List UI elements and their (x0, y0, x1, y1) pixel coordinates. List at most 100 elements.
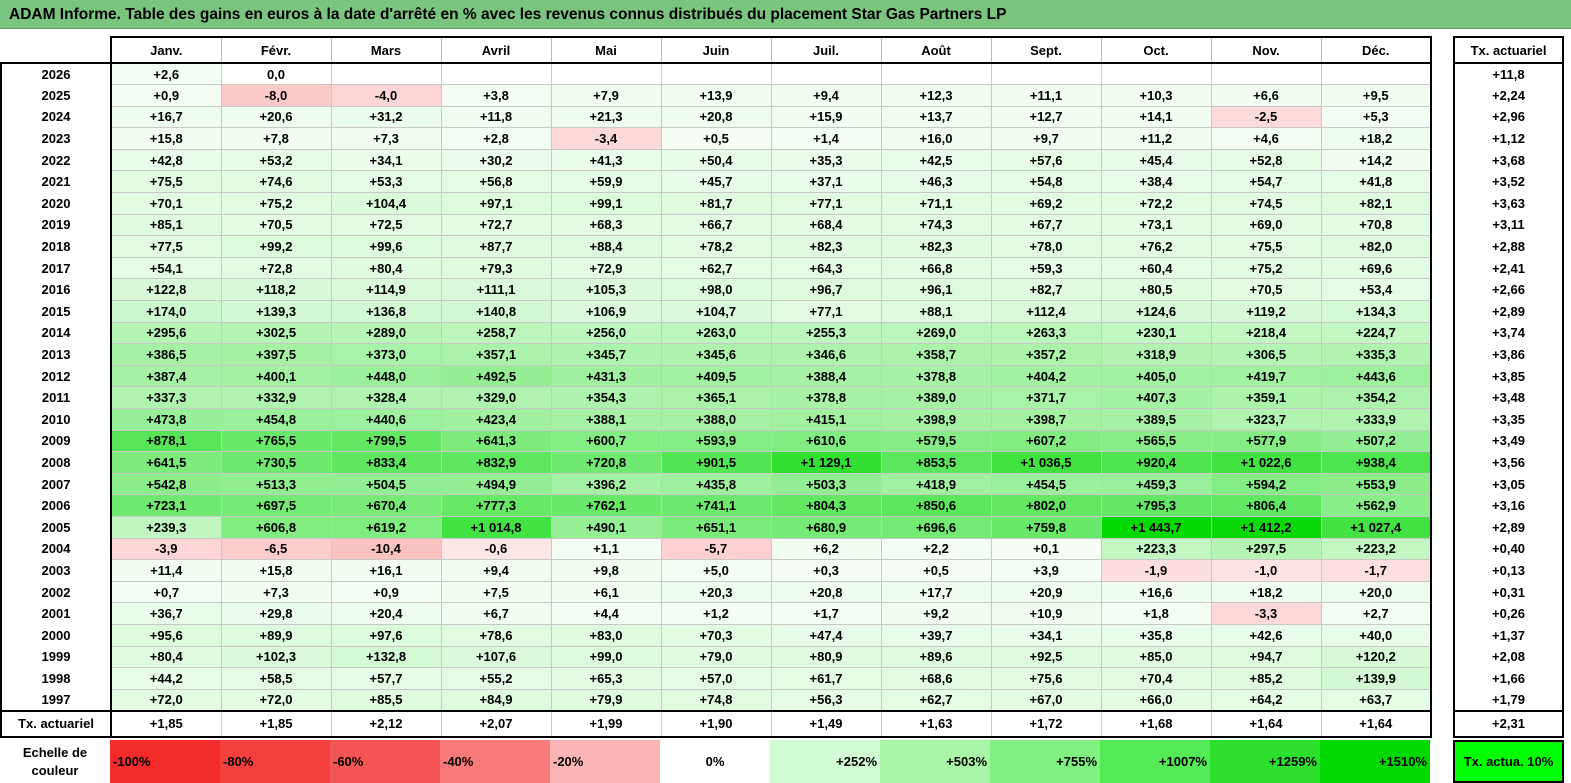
actuarial-rate-cell: +3,74 (1453, 322, 1564, 344)
actuarial-rate-cell: +3,11 (1453, 214, 1564, 236)
return-cell: +65,3 (550, 667, 662, 690)
summary-rate-cell: +1,63 (880, 709, 992, 738)
year-row: 2001 +36,7 +29,8 +20,4 +6,7 +4,4 +1,2 +1,7 +9,2 +… (0, 602, 1432, 625)
return-cell: +594,2 (1210, 472, 1322, 496)
return-cell: +77,1 (770, 192, 882, 215)
return-cell: +1 014,8 (440, 515, 552, 539)
year-row: 2020 +70,1 +75,2 +104,4 +97,1 +99,1 +81,7 +77,1… (0, 192, 1432, 215)
return-cell: +1 022,6 (1210, 451, 1322, 474)
return-cell: +139,3 (220, 300, 332, 323)
return-cell: +78,6 (440, 623, 552, 647)
return-cell: +2,6 (110, 62, 222, 86)
actuarial-rate-row: +2,08 (1453, 646, 1564, 668)
return-cell: +386,5 (110, 343, 222, 366)
return-cell: +68,4 (770, 213, 882, 237)
month-header: Août (880, 36, 991, 64)
year-label: 2002 (0, 581, 112, 603)
return-cell: +2,2 (880, 537, 992, 561)
return-cell: +104,7 (660, 300, 772, 323)
return-cell: +79,0 (660, 645, 772, 669)
month-header: Juin (660, 36, 771, 64)
return-cell: +15,8 (110, 127, 222, 150)
year-row: 2015 +174,0 +139,3 +136,8 +140,8 +106,9 +104,7… (0, 300, 1432, 323)
return-cell: +553,9 (1320, 472, 1432, 496)
return-cell: +59,9 (550, 170, 662, 194)
actuarial-rate-cell: +3,86 (1453, 343, 1564, 366)
return-cell: +3,9 (990, 559, 1102, 582)
return-cell: +289,0 (330, 321, 442, 345)
return-cell: +396,2 (550, 472, 662, 496)
return-cell: +18,2 (1210, 580, 1322, 604)
return-cell: +454,8 (220, 408, 332, 431)
return-cell: +69,6 (1320, 256, 1432, 280)
return-cell: -10,4 (330, 537, 442, 561)
return-cell: +75,5 (110, 170, 222, 194)
actuarial-rate-cell: +3,63 (1453, 192, 1564, 215)
actuarial-rate-cell: +3,05 (1453, 473, 1564, 495)
actuarial-rate-row: +3,74 (1453, 322, 1564, 344)
actuarial-rate-row: +2,89 (1453, 516, 1564, 539)
return-cell: +11,8 (440, 105, 552, 129)
return-cell: +97,6 (330, 623, 442, 647)
return-cell: +4,6 (1210, 127, 1322, 150)
return-cell: +58,5 (220, 667, 332, 690)
color-scale-swatch: -20% (550, 740, 660, 783)
year-row: 2003 +11,4 +15,8 +16,1 +9,4 +9,8 +5,0 +0,3 +0,5 +… (0, 559, 1432, 582)
return-cell: +9,4 (440, 559, 552, 582)
return-cell: +12,7 (990, 105, 1102, 129)
return-cell: +67,0 (990, 688, 1102, 712)
return-cell: +54,1 (110, 256, 222, 280)
actuarial-rate-cell: +0,40 (1453, 538, 1564, 560)
return-cell: +878,1 (110, 429, 222, 453)
return-cell: +20,4 (330, 602, 442, 625)
return-cell: +263,0 (660, 321, 772, 345)
actuarial-rate-row: +3,63 (1453, 192, 1564, 215)
return-cell: +832,9 (440, 451, 552, 474)
return-cell: +295,6 (110, 321, 222, 345)
return-cell: +72,0 (110, 688, 222, 712)
return-cell: +63,7 (1320, 688, 1432, 712)
return-cell: +378,8 (880, 364, 992, 388)
actuarial-rate-cell: +1,79 (1453, 689, 1564, 711)
return-cell: +297,5 (1210, 537, 1322, 561)
actuarial-rate-row: +1,12 (1453, 127, 1564, 150)
return-cell: +96,1 (880, 278, 992, 302)
return-cell: +9,7 (990, 127, 1102, 150)
return-cell (880, 62, 992, 86)
return-cell: +132,8 (330, 645, 442, 669)
actuarial-rate-row: +3,35 (1453, 408, 1564, 431)
return-cell: +71,1 (880, 192, 992, 215)
return-cell: +542,8 (110, 472, 222, 496)
return-cell: +562,9 (1320, 494, 1432, 517)
return-cell: +74,3 (880, 213, 992, 237)
actuarial-rate-row: +1,66 (1453, 667, 1564, 690)
return-cell: +593,9 (660, 429, 772, 453)
return-cell: +66,0 (1100, 688, 1212, 712)
return-cell: +64,2 (1210, 688, 1322, 712)
actuarial-rate-cell: +3,49 (1453, 430, 1564, 452)
return-cell: +269,0 (880, 321, 992, 345)
return-cell: +0,9 (330, 580, 442, 604)
return-cell: +112,4 (990, 300, 1102, 323)
actuarial-rate-row: +3,11 (1453, 214, 1564, 236)
return-cell: +114,9 (330, 278, 442, 302)
return-cell: +606,8 (220, 515, 332, 539)
return-cell: +85,1 (110, 213, 222, 237)
color-scale-swatch: -40% (440, 740, 550, 783)
return-cell: +45,7 (660, 170, 772, 194)
return-cell (660, 62, 772, 86)
year-row: 2026 +2,6 0,0 (0, 62, 1432, 86)
return-cell: +78,2 (660, 235, 772, 258)
return-cell: +579,5 (880, 429, 992, 453)
return-cell: +329,0 (440, 386, 552, 409)
return-cell: +765,5 (220, 429, 332, 453)
return-cell: +38,4 (1100, 170, 1212, 194)
actuarial-rate-cell: +3,16 (1453, 494, 1564, 517)
return-cell: +0,7 (110, 580, 222, 604)
return-cell: +41,3 (550, 148, 662, 172)
year-row: 2009 +878,1 +765,5 +799,5 +641,3 +600,7 +593,9… (0, 429, 1432, 453)
return-cell: +62,7 (660, 256, 772, 280)
return-cell: +82,1 (1320, 192, 1432, 215)
return-cell: +102,3 (220, 645, 332, 669)
return-cell: +99,2 (220, 235, 332, 258)
